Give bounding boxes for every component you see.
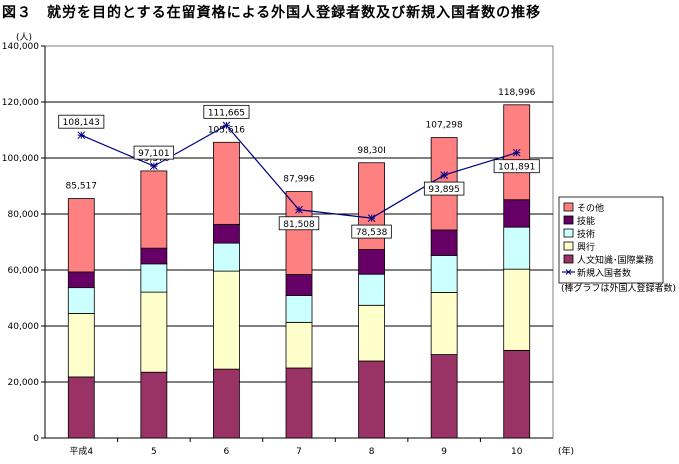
- bar-segment: [430, 291, 458, 355]
- legend-swatch: [563, 254, 574, 264]
- total-label: 107,298: [426, 121, 463, 131]
- chart-title: 図３ 就労を目的とする在留資格による外国人登録者数及び新規入国者数の推移: [2, 5, 542, 21]
- y-tick-label: 60,000: [8, 266, 40, 276]
- line-point: [222, 121, 231, 130]
- bar-segment: [430, 229, 458, 256]
- legend-label: その他: [577, 202, 604, 214]
- bar-segment: [358, 273, 385, 306]
- line-label: 81,508: [283, 220, 315, 230]
- legend-label: 技術: [577, 228, 595, 240]
- bar-segment: [358, 249, 385, 275]
- legend-swatch: [563, 215, 574, 225]
- bar-segment: [67, 376, 95, 439]
- y-axis-label: (人): [16, 32, 32, 43]
- legend-label: 技能: [577, 215, 595, 227]
- bar-segment: [67, 271, 95, 289]
- x-tick-label: 平成4: [69, 445, 93, 457]
- bar-segment: [67, 312, 95, 378]
- y-tick-label: 120,000: [2, 98, 39, 108]
- line-label: 101,891: [498, 163, 535, 173]
- legend-label: 興行: [577, 241, 595, 253]
- bar-segment: [140, 247, 168, 265]
- bar-segment: [358, 304, 385, 362]
- bar-segment: [213, 368, 240, 439]
- bar-segment: [67, 287, 95, 314]
- bar-segment: [285, 321, 313, 369]
- line-label-box: [351, 224, 392, 239]
- line-label-box: [423, 181, 465, 196]
- line-label: 93,895: [428, 185, 460, 195]
- x-tick-label: 7: [296, 447, 302, 457]
- x-tick-label: 9: [441, 447, 447, 457]
- line-point: [440, 171, 448, 179]
- total-label: 87,996: [283, 175, 315, 185]
- line-label-box: [133, 145, 175, 160]
- bar-segment: [213, 242, 240, 272]
- legend-line-marker: [565, 269, 572, 275]
- chart-note: (棒グラフは外国人登録者数): [561, 282, 676, 294]
- bar-segment: [140, 263, 168, 293]
- line-label: 108,143: [63, 118, 100, 128]
- x-tick-label: 8: [369, 447, 375, 457]
- legend-swatch: [563, 228, 574, 238]
- y-tick-label: 40,000: [8, 322, 40, 332]
- line-label-box: [58, 114, 105, 129]
- y-tick-label: 140,000: [2, 42, 39, 52]
- x-tick-label: 6: [224, 447, 230, 457]
- bar-segment: [213, 270, 240, 370]
- line-point: [77, 131, 86, 140]
- legend-label: 新規入国者数: [577, 267, 631, 279]
- total-label: 105,616: [208, 125, 245, 135]
- line-label-box: [278, 216, 320, 231]
- legend-box: [558, 196, 664, 284]
- bar-segment: [140, 291, 168, 373]
- total-label: 85,517: [66, 182, 98, 192]
- x-axis-label: (年): [558, 445, 574, 457]
- line-label-box: [493, 159, 540, 174]
- bar-segment: [358, 360, 385, 439]
- bar-segment: [213, 141, 240, 225]
- line-label: 97,101: [138, 149, 170, 159]
- bar-segment: [430, 255, 458, 293]
- bar-segment: [213, 223, 240, 244]
- bar-segment: [285, 191, 313, 275]
- bar-segment: [140, 371, 168, 439]
- bar-segment: [285, 295, 313, 323]
- legend-swatch: [563, 241, 574, 251]
- line-point: [367, 214, 376, 222]
- total-label: 98,30I: [357, 146, 385, 156]
- line-label: 111,665: [208, 108, 245, 118]
- legend-swatch: [563, 202, 574, 212]
- bar-segment: [67, 198, 95, 273]
- legend-label: 人文知識･国際業務: [577, 254, 654, 266]
- line-point: [295, 205, 303, 214]
- bar-segment: [503, 349, 531, 439]
- bar-segment: [285, 274, 313, 296]
- bar-segment: [503, 199, 531, 228]
- bar-segment: [503, 226, 531, 270]
- line-point: [512, 148, 521, 157]
- bar-segment: [140, 170, 168, 249]
- line-label: 78,538: [356, 228, 388, 238]
- x-tick-label: 10: [511, 447, 523, 457]
- y-tick-label: 0: [33, 434, 39, 444]
- bar-segment: [430, 354, 458, 439]
- line-label-box: [203, 104, 250, 119]
- total-label: 118,996: [498, 88, 535, 98]
- y-tick-label: 20,000: [8, 378, 40, 388]
- line-point: [150, 162, 158, 170]
- y-tick-label: 100,000: [2, 154, 39, 164]
- bar-segment: [285, 367, 313, 439]
- x-tick-label: 5: [151, 447, 157, 457]
- y-tick-label: 80,000: [8, 210, 40, 220]
- bar-segment: [503, 268, 531, 351]
